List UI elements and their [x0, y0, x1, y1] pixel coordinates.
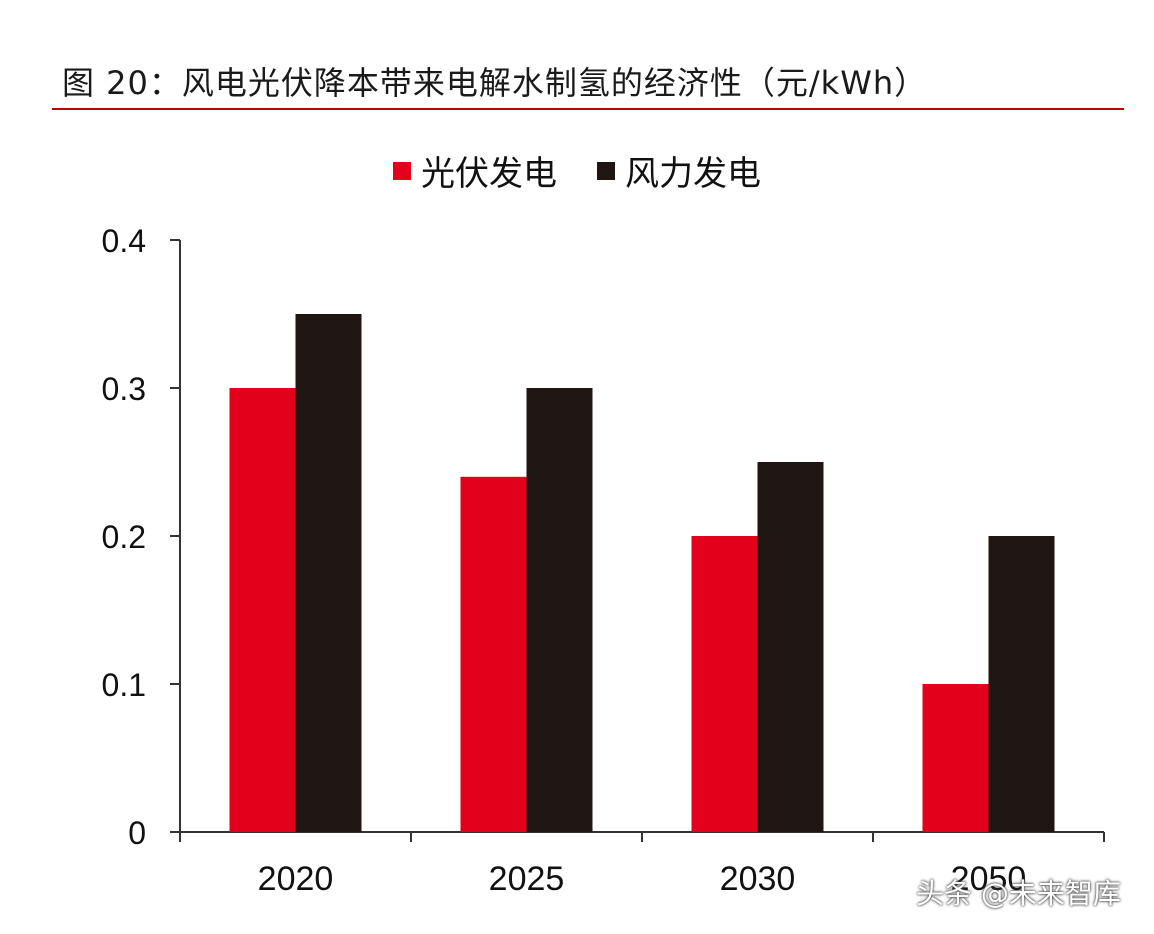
x-tick-label: 2030	[720, 860, 796, 898]
x-tick-label: 2050	[951, 860, 1027, 898]
legend-item-wind: 风力发电	[597, 146, 761, 195]
legend: 光伏发电 风力发电	[0, 146, 1154, 195]
chart-title: 图 20：风电光伏降本带来电解水制氢的经济性（元/kWh）	[62, 64, 928, 102]
x-tick-label: 2020	[258, 860, 334, 898]
y-tick-label: 0.1	[102, 667, 146, 703]
x-tick-label: 2025	[489, 860, 565, 898]
bar-wind-2020	[295, 314, 362, 832]
watermark: 头条 @未来智库	[916, 877, 1121, 910]
bar-solar-2050	[922, 684, 989, 832]
bar-wind-2025	[526, 388, 593, 832]
bar-solar-2020	[229, 388, 296, 832]
y-tick-label: 0.3	[102, 371, 146, 407]
bar-wind-2050	[988, 536, 1055, 832]
legend-item-solar: 光伏发电	[393, 146, 557, 195]
y-tick-label: 0	[128, 815, 146, 851]
title-rule	[52, 108, 1124, 110]
bar-solar-2030	[691, 536, 758, 832]
y-tick-label: 0.4	[102, 223, 146, 259]
legend-label-wind: 风力发电	[625, 154, 761, 194]
legend-label-solar: 光伏发电	[421, 154, 557, 194]
bar-solar-2025	[460, 476, 527, 832]
y-tick-label: 0.2	[102, 519, 146, 555]
legend-swatch-wind	[597, 161, 615, 180]
legend-swatch-solar	[393, 161, 411, 180]
bar-wind-2030	[757, 462, 824, 832]
